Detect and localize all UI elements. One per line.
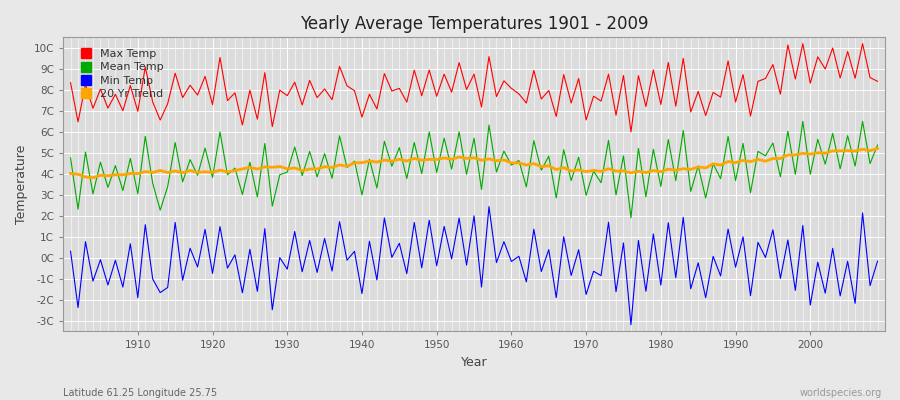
Text: Latitude 61.25 Longitude 25.75: Latitude 61.25 Longitude 25.75 — [63, 388, 217, 398]
Text: worldspecies.org: worldspecies.org — [800, 388, 882, 398]
Legend: Max Temp, Mean Temp, Min Temp, 20 Yr Trend: Max Temp, Mean Temp, Min Temp, 20 Yr Tre… — [76, 46, 167, 102]
X-axis label: Year: Year — [461, 356, 488, 369]
Title: Yearly Average Temperatures 1901 - 2009: Yearly Average Temperatures 1901 - 2009 — [300, 15, 648, 33]
Y-axis label: Temperature: Temperature — [15, 145, 28, 224]
